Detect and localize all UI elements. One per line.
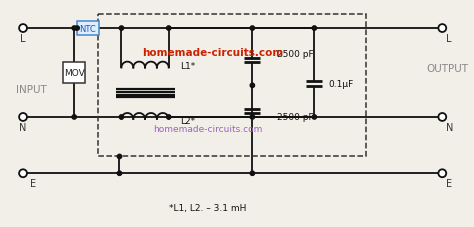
Circle shape: [75, 27, 79, 31]
Text: 2500 pF: 2500 pF: [277, 50, 314, 59]
Text: homemade-circuits.com: homemade-circuits.com: [142, 47, 283, 57]
Circle shape: [19, 25, 27, 33]
Text: L: L: [446, 34, 452, 44]
Bar: [64, 62, 85, 84]
Circle shape: [312, 27, 317, 31]
Circle shape: [438, 114, 446, 121]
Circle shape: [118, 171, 122, 176]
Text: L1*: L1*: [181, 62, 196, 71]
Circle shape: [166, 115, 171, 120]
Text: L: L: [20, 34, 26, 44]
Circle shape: [438, 170, 446, 178]
Text: E: E: [30, 178, 36, 188]
Circle shape: [119, 115, 124, 120]
Text: 0.1μF: 0.1μF: [328, 80, 354, 89]
Circle shape: [250, 84, 255, 88]
Text: OUTPUT: OUTPUT: [426, 63, 468, 73]
Circle shape: [250, 171, 255, 176]
Circle shape: [250, 27, 255, 31]
Bar: [77, 22, 99, 36]
Circle shape: [118, 155, 122, 159]
Circle shape: [438, 25, 446, 33]
Text: N: N: [446, 122, 454, 132]
Bar: [98, 15, 365, 157]
Circle shape: [72, 27, 76, 31]
Text: L2*: L2*: [181, 117, 196, 126]
Text: homemade-circuits.com: homemade-circuits.com: [154, 125, 263, 134]
Circle shape: [19, 114, 27, 121]
Text: N: N: [19, 122, 27, 132]
Text: INPUT: INPUT: [16, 85, 46, 95]
Circle shape: [312, 115, 317, 120]
Text: MOV: MOV: [64, 69, 84, 78]
Text: NTC: NTC: [80, 25, 96, 33]
Circle shape: [72, 115, 76, 120]
Circle shape: [250, 115, 255, 120]
Text: *L1, L2. – 3.1 mH: *L1, L2. – 3.1 mH: [169, 203, 247, 212]
Text: E: E: [446, 178, 452, 188]
Circle shape: [166, 27, 171, 31]
Circle shape: [19, 170, 27, 178]
Text: 2500 pF: 2500 pF: [277, 113, 314, 122]
Circle shape: [119, 27, 124, 31]
